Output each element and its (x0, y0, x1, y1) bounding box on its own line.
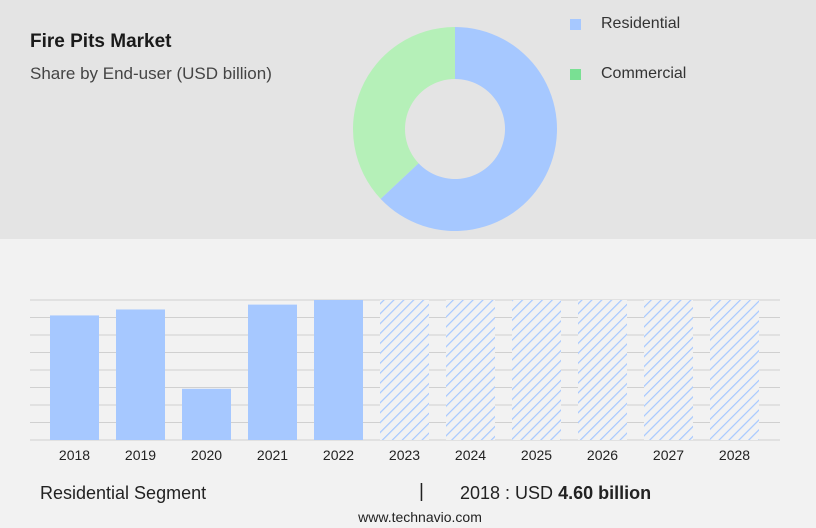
legend-swatch-residential (570, 18, 581, 30)
x-tick-label: 2026 (587, 447, 618, 463)
footer-value-prefix: 2018 : USD (460, 483, 559, 503)
bar-2028 (710, 300, 759, 440)
bar-2020 (182, 388, 231, 440)
bar-2021 (248, 304, 297, 440)
legend-item-residential[interactable]: Residential (570, 15, 680, 33)
legend-item-commercial[interactable]: Commercial (570, 65, 686, 83)
x-tick-label: 2023 (389, 447, 420, 463)
x-tick-label: 2028 (719, 447, 750, 463)
x-tick-label: 2027 (653, 447, 684, 463)
bar-2023 (380, 300, 429, 440)
legend-swatch-commercial (570, 68, 581, 80)
footer-value: 2018 : USD 4.60 billion (460, 483, 651, 504)
legend-label-commercial: Commercial (601, 65, 687, 82)
bar-2025 (512, 300, 561, 440)
x-tick-label: 2025 (521, 447, 552, 463)
legend-label-residential: Residential (601, 15, 681, 32)
donut-slice-residential (380, 27, 557, 231)
bar-2022 (314, 300, 363, 440)
chart-subtitle: Share by End-user (USD billion) (30, 64, 272, 83)
source-link[interactable]: www.technavio.com (358, 509, 482, 525)
x-tick-label: 2021 (257, 447, 288, 463)
bar-2024 (446, 300, 495, 440)
x-tick-label: 2024 (455, 447, 486, 463)
bar-2019 (116, 309, 165, 440)
bar-2018 (50, 315, 99, 440)
x-tick-label: 2018 (59, 447, 90, 463)
donut-chart (353, 27, 557, 231)
footer-separator: | (419, 481, 424, 502)
bar-2027 (644, 300, 693, 440)
x-tick-label: 2019 (125, 447, 156, 463)
x-tick-label: 2022 (323, 447, 354, 463)
bar-2026 (578, 300, 627, 440)
footer-value-amount: 4.60 billion (558, 483, 652, 503)
footer-segment-label: Residential Segment (40, 483, 207, 503)
bar-chart: 2018 2019 2020 2021 2022 2023 2024 2025 2026 2027… (30, 299, 780, 463)
x-tick-label: 2020 (191, 447, 222, 463)
chart-title: Fire Pits Market (30, 31, 172, 52)
donut-slice-commercial (353, 27, 455, 199)
